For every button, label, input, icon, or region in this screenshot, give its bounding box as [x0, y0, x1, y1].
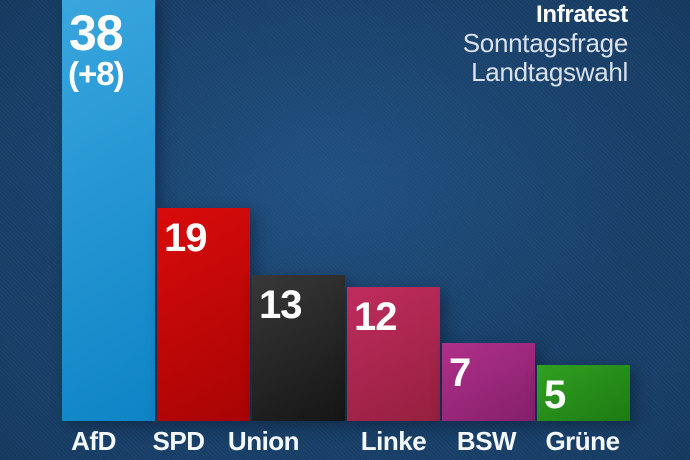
chart-header: Infratest Sonntagsfrage Landtagswahl: [462, 1, 629, 87]
category-label-union: Union: [227, 426, 300, 456]
category-label-linke: Linke: [360, 426, 427, 456]
title-line-1: Sonntagsfrage: [462, 28, 629, 58]
category-label-grune: Grüne: [545, 426, 620, 456]
title-line-2: Landtagswahl: [471, 57, 628, 87]
source-label: Infratest: [536, 1, 628, 28]
category-label-spd: SPD: [152, 426, 205, 456]
category-label-bsw: BSW: [456, 426, 517, 456]
category-label-afd: AfD: [71, 426, 116, 456]
